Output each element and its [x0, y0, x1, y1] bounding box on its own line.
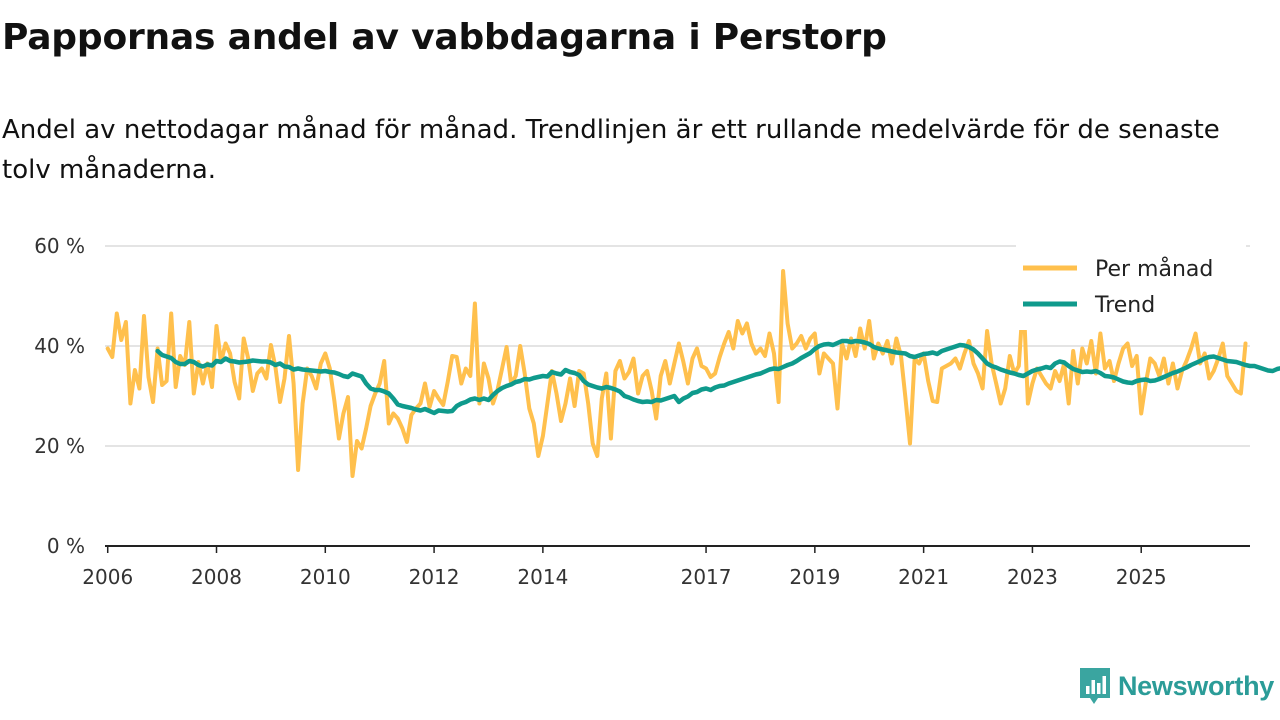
x-tick-label: 2025 [1116, 565, 1167, 589]
series-layer [105, 269, 1280, 478]
series-line-trend [155, 338, 1280, 416]
y-tick-label: 60 % [34, 234, 85, 258]
x-tick-label: 2012 [409, 565, 460, 589]
x-tick-label: 2014 [517, 565, 568, 589]
y-tick-label: 0 % [47, 534, 85, 558]
chart-title: Pappornas andel av vabbdagarna i Perstor… [2, 17, 887, 58]
legend-label: Per månad [1095, 256, 1213, 282]
y-axis-ticks: 0 % 20 % 40 % 60 % [34, 234, 85, 558]
newsworthy-logo-icon [1079, 668, 1110, 704]
x-tick-label: 2010 [300, 565, 351, 589]
y-tick-label: 40 % [34, 334, 85, 358]
legend-background [1016, 244, 1246, 330]
x-tick-label: 2019 [789, 565, 840, 589]
x-axis: 2006 2008 2010 2012 2014 2017 2019 2021 2023 2025 [82, 545, 1250, 589]
x-tick-label: 2023 [1007, 565, 1058, 589]
chart-subtitle: Andel av nettodagar månad för månad. Tre… [2, 115, 1220, 185]
brand-name: Newsworthy [1117, 670, 1274, 701]
x-tick-label: 2017 [681, 565, 732, 589]
x-tick-label: 2008 [191, 565, 242, 589]
legend-label: Trend [1094, 293, 1155, 318]
series-line-per-manad [105, 269, 1248, 478]
x-tick-label: 2006 [82, 565, 133, 589]
legend: Per månad Trend [1016, 244, 1246, 330]
brand: Newsworthy [1078, 666, 1274, 706]
y-tick-label: 20 % [34, 434, 85, 458]
x-tick-label: 2021 [898, 565, 949, 589]
